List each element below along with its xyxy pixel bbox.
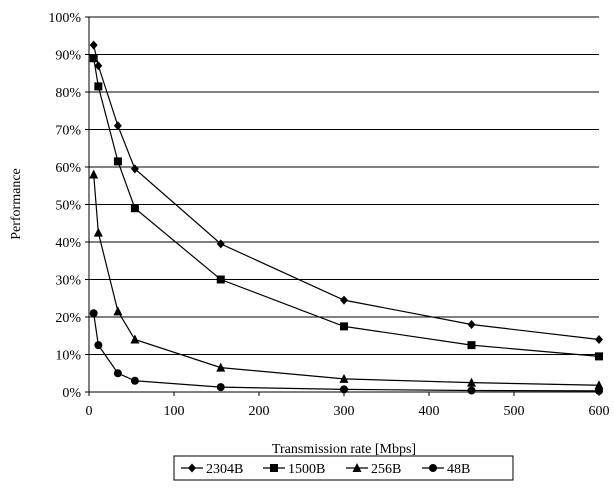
- data-point-2304b: [216, 239, 225, 249]
- tick-labels: 0% 10% 20% 30% 40% 50% 60% 70% 80% 90% 100% 0 100 200…: [48, 11, 609, 419]
- y-tick-label: 0%: [62, 386, 81, 401]
- y-tick-label: 30%: [55, 274, 81, 289]
- data-point-256b: [467, 377, 476, 387]
- data-point-1500b: [94, 82, 103, 91]
- legend-marker-256b: [352, 463, 362, 472]
- data-point-48b: [216, 383, 225, 392]
- data-point-256b: [216, 362, 226, 372]
- data-point-48b: [130, 376, 139, 385]
- data-point-1500b: [130, 204, 139, 213]
- legend-label-48b: 48B: [447, 462, 470, 477]
- legend-marker-1500b: [270, 464, 278, 472]
- x-axis-title: Transmission rate [Mbps]: [272, 442, 416, 457]
- data-point-1500b: [595, 352, 603, 361]
- legend: 2304B 1500B 256B 48B: [173, 455, 514, 481]
- data-point-2304b: [94, 61, 103, 71]
- y-tick-label: 70%: [55, 124, 81, 139]
- data-point-1500b: [216, 275, 225, 284]
- x-tick-label: 400: [419, 404, 440, 419]
- data-point-256b: [113, 306, 123, 316]
- axes: [85, 16, 600, 396]
- legend-box: [173, 455, 514, 481]
- data-point-256b: [89, 169, 99, 179]
- x-tick-label: 300: [334, 404, 355, 419]
- data-point-48b: [340, 385, 348, 394]
- legend-label-256b: 256B: [371, 462, 401, 477]
- series-line-256b: [93, 174, 600, 386]
- data-point-2304b: [340, 295, 348, 305]
- data-point-1500b: [467, 341, 476, 350]
- series-256b: [89, 169, 604, 390]
- series-48b: [89, 309, 603, 395]
- series-line-48b: [93, 313, 600, 392]
- y-tick-label: 60%: [55, 161, 81, 176]
- data-point-2304b: [89, 40, 98, 50]
- series-group: [89, 40, 604, 395]
- series-1500b: [89, 54, 603, 361]
- data-point-2304b: [467, 320, 476, 329]
- data-point-1500b: [113, 157, 122, 166]
- series-line-2304b: [93, 44, 600, 341]
- x-tick-label: 500: [504, 404, 525, 419]
- x-tick-label: 600: [589, 404, 610, 419]
- data-point-2304b: [130, 164, 139, 174]
- data-point-1500b: [340, 322, 348, 331]
- legend-label-1500b: 1500B: [288, 462, 325, 477]
- data-point-2304b: [113, 121, 122, 131]
- data-point-256b: [594, 380, 604, 390]
- data-point-256b: [339, 373, 349, 383]
- legend-marker-2304b: [188, 463, 196, 473]
- x-tick-label: 100: [164, 404, 185, 419]
- data-point-1500b: [89, 54, 98, 63]
- data-point-2304b: [595, 335, 603, 344]
- legend-label-2304b: 2304B: [206, 462, 243, 477]
- series-line-1500b: [93, 58, 600, 357]
- data-point-48b: [113, 369, 122, 378]
- y-tick-label: 90%: [55, 49, 81, 64]
- series-2304b: [89, 40, 603, 344]
- legend-marker-48b: [429, 464, 437, 472]
- data-point-48b: [89, 309, 98, 318]
- y-tick-label: 50%: [55, 199, 81, 214]
- y-tick-label: 10%: [55, 349, 81, 364]
- data-point-48b: [595, 386, 603, 395]
- data-point-256b: [93, 227, 103, 237]
- y-tick-label: 100%: [48, 11, 81, 26]
- x-tick-label: 200: [249, 404, 270, 419]
- y-axis-title: Performance: [9, 168, 24, 240]
- gridlines: [89, 16, 599, 355]
- y-tick-label: 20%: [55, 311, 81, 326]
- data-point-48b: [94, 341, 103, 350]
- y-tick-label: 40%: [55, 236, 81, 251]
- x-tick-label: 0: [86, 404, 93, 419]
- data-point-256b: [130, 334, 140, 344]
- y-tick-label: 80%: [55, 86, 81, 101]
- data-point-48b: [467, 386, 476, 395]
